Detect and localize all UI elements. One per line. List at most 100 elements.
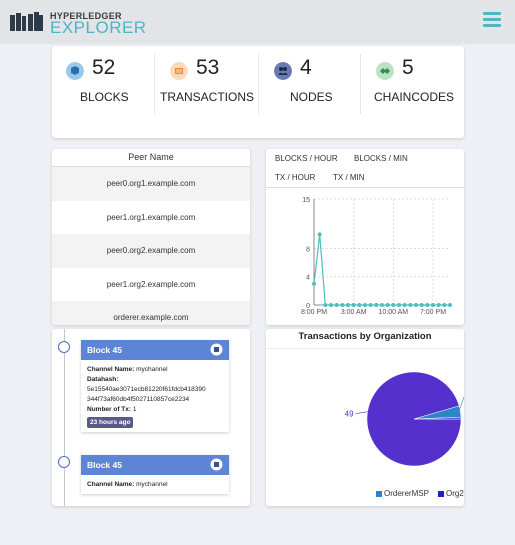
block-card-header: Block 45 (81, 455, 229, 475)
data-point (329, 303, 333, 307)
datahash-label: Datahash: (87, 376, 119, 383)
data-point (425, 303, 430, 307)
blocks-per-hour-chart: 0 4 8 15 8:00 PM 3:00 AM 10:00 AM 7:00 PM (301, 197, 452, 316)
tab-blocks-hour[interactable]: BLOCKS / HOUR (275, 154, 338, 163)
table-row[interactable]: peer1.org2.example.com (106, 279, 196, 289)
y-tick-label: 8 (306, 246, 310, 253)
transactions-label: TRANSACTIONS (160, 90, 255, 104)
stats-card: 52 BLOCKS 53 TRANSACTIONS 4 NODES 5 CHAI… (52, 46, 464, 138)
data-point (431, 303, 435, 307)
y-tick-label: 15 (302, 197, 310, 204)
blocks-label: BLOCKS (80, 90, 129, 104)
timeline-line (64, 329, 65, 506)
title-divider (266, 348, 464, 349)
data-point (323, 303, 328, 307)
chaincodes-count: 5 (402, 56, 414, 79)
tab-blocks-min[interactable]: BLOCKS / MIN (354, 154, 408, 163)
data-point (419, 303, 424, 307)
data-point (448, 303, 452, 307)
data-point (402, 303, 407, 307)
data-point (397, 303, 401, 307)
datahash-value-line2: 344f73af60db4f5027110857ce2234 (87, 396, 190, 403)
tab-divider (266, 187, 464, 188)
peers-table: Peer Name peer0.org1.example.com peer1.o… (52, 149, 250, 325)
pie-slice (413, 417, 462, 420)
table-row[interactable]: peer0.org2.example.com (52, 234, 250, 268)
chaincodes-label: CHAINCODES (374, 90, 455, 104)
transactions-by-org-card: Transactions by Organization 49 OrdererM… (266, 329, 464, 506)
data-point (380, 303, 384, 307)
data-point (391, 303, 396, 307)
handshake-icon (376, 62, 394, 80)
brand-top-text: HYPERLEDGER (50, 11, 122, 21)
data-point (340, 303, 345, 307)
series-line (313, 234, 450, 306)
cube-icon (66, 62, 84, 80)
nodes-label: NODES (290, 90, 333, 104)
timeline-block-icon (58, 341, 70, 353)
y-tick-label: 4 (306, 275, 310, 282)
block-title: Block 45 (87, 345, 122, 355)
block-card-body: Channel Name: mychannel (81, 475, 229, 494)
data-point (334, 303, 339, 307)
slice-label: 49 (345, 410, 354, 419)
tx-count-label: Number of Tx: (87, 406, 132, 413)
data-point (436, 303, 441, 307)
x-tick-label: 3:00 AM (341, 309, 367, 316)
x-tick-label: 8:00 PM (301, 309, 327, 316)
block-card[interactable]: Block 45 Channel Name: mychannel Datahas… (81, 340, 229, 432)
data-point (414, 303, 418, 307)
datahash-value-line1: 5e15540ae3071ecb81220f61fdcb418390 (87, 386, 206, 393)
block-card-header: Block 45 (81, 340, 229, 360)
legend-swatch (438, 490, 444, 497)
transactions-by-org-pie: 49 (345, 371, 464, 467)
legend-item[interactable]: OrdererMSP (376, 489, 429, 498)
legend-item[interactable]: Org2 (438, 489, 464, 498)
hamburger-menu-icon[interactable] (483, 12, 501, 28)
data-point (317, 232, 322, 237)
block-view-icon[interactable] (210, 343, 223, 356)
data-point (312, 281, 316, 286)
blocks-timeline: Block 45 Channel Name: mychannel Datahas… (52, 329, 250, 506)
top-bar: HYPERLEDGER EXPLORER (0, 0, 515, 44)
tab-tx-hour[interactable]: TX / HOUR (275, 173, 316, 182)
tab-tx-min[interactable]: TX / MIN (333, 173, 365, 182)
data-point (368, 303, 373, 307)
peer-name-header[interactable]: Peer Name (52, 149, 250, 167)
timeline-block-icon (58, 456, 70, 468)
stat-divider (154, 54, 155, 114)
nodes-count: 4 (300, 56, 312, 79)
channel-name-label: Channel Name: (87, 481, 135, 488)
block-card[interactable]: Block 45 Channel Name: mychannel (81, 455, 229, 494)
legend-label: Org2 (446, 489, 464, 498)
pie-chart-title: Transactions by Organization (298, 331, 432, 342)
channel-name-label: Channel Name: (87, 366, 135, 373)
receipt-icon (170, 62, 188, 80)
table-row[interactable]: peer0.org1.example.com (52, 167, 250, 201)
stat-divider (360, 54, 361, 114)
y-tick-label: 0 (306, 303, 310, 310)
users-icon (274, 62, 292, 80)
tx-count-value: 1 (132, 406, 137, 413)
legend-label: OrdererMSP (384, 489, 429, 498)
channel-name-value: mychannel (136, 481, 168, 488)
x-tick-label: 7:00 PM (420, 309, 446, 316)
block-age-badge: 23 hours ago (87, 417, 134, 428)
logo-books-icon (10, 12, 43, 31)
data-point (408, 303, 413, 307)
blocks-count: 52 (92, 56, 116, 79)
slice-label-leader (458, 396, 464, 412)
block-title: Block 45 (87, 460, 122, 470)
channel-name-value: mychannel (136, 366, 168, 373)
data-point (385, 303, 390, 307)
table-row[interactable]: peer1.org1.example.com (106, 212, 196, 222)
block-view-icon[interactable] (210, 458, 223, 471)
transactions-count: 53 (196, 56, 220, 79)
x-tick-label: 10:00 AM (379, 309, 409, 316)
slice-label-leader (355, 411, 368, 414)
data-point (357, 303, 362, 307)
table-row[interactable]: orderer.example.com (52, 301, 250, 325)
legend-swatch (376, 490, 382, 497)
data-point (346, 303, 350, 307)
brand-main-text: EXPLORER (50, 18, 147, 37)
